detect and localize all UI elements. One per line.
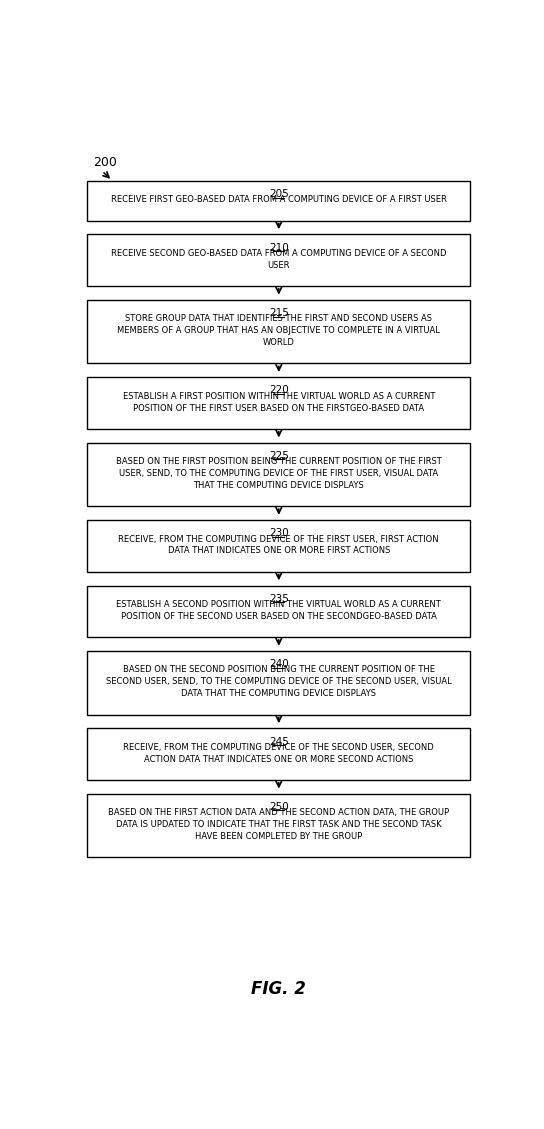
Text: BASED ON THE FIRST ACTION DATA AND THE SECOND ACTION DATA, THE GROUP: BASED ON THE FIRST ACTION DATA AND THE S… [108, 808, 449, 817]
Text: 245: 245 [269, 736, 289, 746]
Bar [88, 235, 470, 286]
Text: 250: 250 [269, 802, 289, 812]
Text: 205: 205 [269, 189, 289, 199]
Text: BASED ON THE SECOND POSITION BEING THE CURRENT POSITION OF THE: BASED ON THE SECOND POSITION BEING THE C… [123, 665, 435, 674]
Text: HAVE BEEN COMPLETED BY THE GROUP: HAVE BEEN COMPLETED BY THE GROUP [195, 832, 362, 841]
Text: 225: 225 [269, 450, 289, 461]
Text: ACTION DATA THAT INDICATES ONE OR MORE SECOND ACTIONS: ACTION DATA THAT INDICATES ONE OR MORE S… [144, 755, 413, 763]
Text: POSITION OF THE FIRST USER BASED ON THE FIRSTGEO-BASED DATA: POSITION OF THE FIRST USER BASED ON THE … [133, 404, 424, 412]
Text: POSITION OF THE SECOND USER BASED ON THE SECONDGEO-BASED DATA: POSITION OF THE SECOND USER BASED ON THE… [121, 612, 437, 621]
Text: ESTABLISH A SECOND POSITION WITHIN THE VIRTUAL WORLD AS A CURRENT: ESTABLISH A SECOND POSITION WITHIN THE V… [116, 599, 441, 609]
Text: MEMBERS OF A GROUP THAT HAS AN OBJECTIVE TO COMPLETE IN A VIRTUAL: MEMBERS OF A GROUP THAT HAS AN OBJECTIVE… [118, 326, 440, 335]
Bar [88, 443, 470, 506]
Text: BASED ON THE FIRST POSITION BEING THE CURRENT POSITION OF THE FIRST: BASED ON THE FIRST POSITION BEING THE CU… [116, 457, 442, 466]
Text: RECEIVE, FROM THE COMPUTING DEVICE OF THE FIRST USER, FIRST ACTION: RECEIVE, FROM THE COMPUTING DEVICE OF TH… [119, 534, 439, 543]
Text: 240: 240 [269, 659, 289, 669]
Bar [88, 520, 470, 571]
Text: RECEIVE SECOND GEO-BASED DATA FROM A COMPUTING DEVICE OF A SECOND: RECEIVE SECOND GEO-BASED DATA FROM A COM… [111, 248, 447, 257]
Text: 200: 200 [94, 156, 118, 168]
Text: DATA IS UPDATED TO INDICATE THAT THE FIRST TASK AND THE SECOND TASK: DATA IS UPDATED TO INDICATE THAT THE FIR… [116, 820, 442, 829]
Bar [88, 728, 470, 780]
Text: THAT THE COMPUTING DEVICE DISPLAYS: THAT THE COMPUTING DEVICE DISPLAYS [194, 481, 364, 490]
Text: WORLD: WORLD [263, 339, 295, 348]
Text: 220: 220 [269, 385, 289, 395]
Text: RECEIVE, FROM THE COMPUTING DEVICE OF THE SECOND USER, SECOND: RECEIVE, FROM THE COMPUTING DEVICE OF TH… [123, 743, 434, 752]
Text: RECEIVE FIRST GEO-BASED DATA FROM A COMPUTING DEVICE OF A FIRST USER: RECEIVE FIRST GEO-BASED DATA FROM A COMP… [111, 195, 447, 204]
Text: STORE GROUP DATA THAT IDENTIFIES THE FIRST AND SECOND USERS AS: STORE GROUP DATA THAT IDENTIFIES THE FIR… [125, 314, 432, 323]
Text: USER: USER [268, 261, 290, 270]
Text: SECOND USER, SEND, TO THE COMPUTING DEVICE OF THE SECOND USER, VISUAL: SECOND USER, SEND, TO THE COMPUTING DEVI… [106, 677, 452, 686]
Text: FIG. 2: FIG. 2 [251, 980, 306, 998]
Text: ESTABLISH A FIRST POSITION WITHIN THE VIRTUAL WORLD AS A CURRENT: ESTABLISH A FIRST POSITION WITHIN THE VI… [122, 392, 435, 401]
Text: DATA THAT THE COMPUTING DEVICE DISPLAYS: DATA THAT THE COMPUTING DEVICE DISPLAYS [181, 690, 376, 699]
Text: 210: 210 [269, 243, 289, 253]
Text: USER, SEND, TO THE COMPUTING DEVICE OF THE FIRST USER, VISUAL DATA: USER, SEND, TO THE COMPUTING DEVICE OF T… [119, 469, 438, 478]
Bar [88, 586, 470, 637]
Bar [88, 651, 470, 715]
Text: 235: 235 [269, 594, 289, 604]
Text: DATA THAT INDICATES ONE OR MORE FIRST ACTIONS: DATA THAT INDICATES ONE OR MORE FIRST AC… [168, 546, 390, 555]
Bar [88, 181, 470, 220]
Text: 215: 215 [269, 308, 289, 318]
Bar [88, 377, 470, 429]
Bar [88, 300, 470, 364]
Text: 230: 230 [269, 528, 289, 539]
Bar [88, 794, 470, 857]
